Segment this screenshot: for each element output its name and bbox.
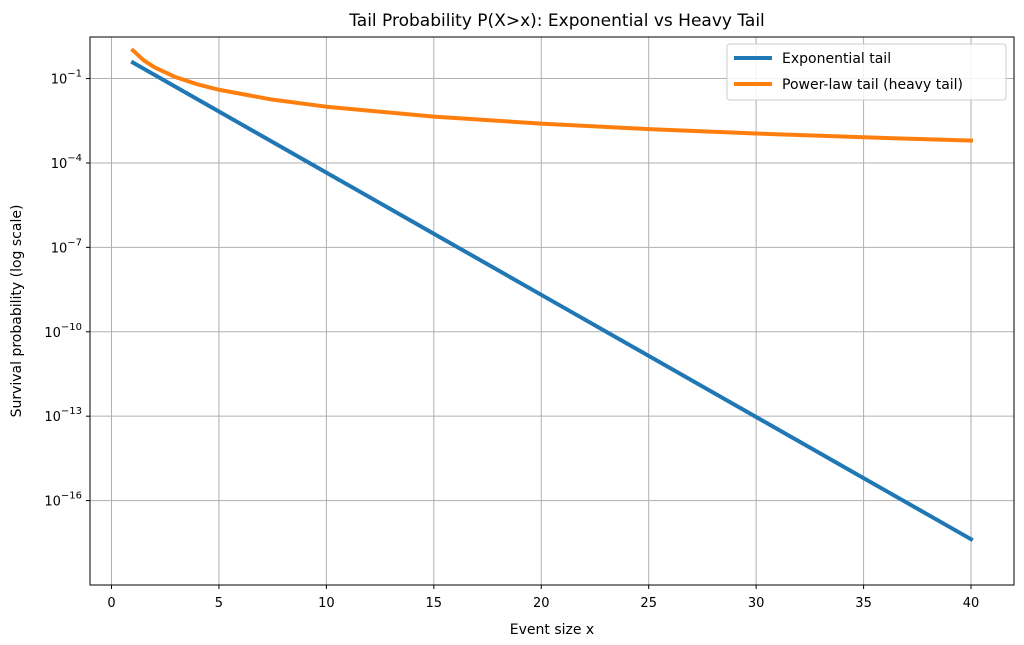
y-tick-label: 10−7: [51, 237, 82, 256]
y-axis-label: Survival probability (log scale): [9, 205, 25, 418]
y-axis: 10−16 10−13 10−10 10−7 10−4 10−1: [44, 69, 90, 510]
x-tick-label: 10: [318, 596, 335, 611]
series-line-exponential: [130, 59, 974, 542]
series-line-power-law: [130, 47, 974, 143]
x-axis: 0 5 10 15 20 25 30 35 40: [107, 585, 979, 611]
y-tick-label: 10−16: [44, 491, 82, 510]
y-tick-label: 10−4: [51, 153, 82, 172]
x-tick-label: 40: [963, 596, 980, 611]
x-tick-label: 20: [533, 596, 550, 611]
series-layer: [130, 47, 974, 542]
x-tick-label: 5: [215, 596, 223, 611]
legend-label-power-law: Power-law tail (heavy tail): [782, 77, 963, 93]
legend: Exponential tail Power-law tail (heavy t…: [726, 43, 1007, 101]
chart-title: Tail Probability P(X>x): Exponential vs …: [348, 11, 765, 31]
x-axis-label: Event size x: [510, 622, 594, 638]
y-tick-label: 10−10: [44, 322, 82, 341]
x-tick-label: 25: [640, 596, 657, 611]
x-tick-label: 15: [426, 596, 443, 611]
x-tick-label: 0: [107, 596, 115, 611]
y-tick-label: 10−1: [51, 69, 82, 88]
x-tick-label: 35: [855, 596, 872, 611]
plot-background: [90, 37, 1014, 585]
x-tick-label: 30: [748, 596, 765, 611]
legend-box: [726, 43, 1007, 101]
y-tick-label: 10−13: [44, 406, 82, 425]
grid-lines: [90, 37, 1014, 585]
plot-frame: [89, 36, 1015, 586]
legend-label-exponential: Exponential tail: [782, 51, 891, 67]
